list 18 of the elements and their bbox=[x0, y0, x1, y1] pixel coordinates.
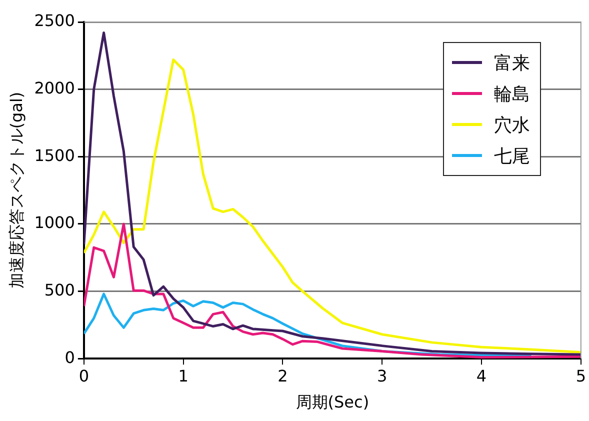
legend-label: 輪島 bbox=[494, 82, 530, 106]
x-tick-label: 3 bbox=[377, 366, 388, 386]
legend-label: 富来 bbox=[494, 52, 530, 74]
y-axis-title: 加速度応答スペクトル(gal) bbox=[6, 92, 26, 289]
legend-label: 穴水 bbox=[494, 114, 530, 136]
x-tick-label: 2 bbox=[278, 366, 288, 386]
y-tick-label: 2500 bbox=[34, 11, 75, 30]
legend-label: 七尾 bbox=[494, 144, 530, 168]
y-tick-label: 2000 bbox=[34, 78, 75, 98]
x-tick-label: 0 bbox=[78, 366, 90, 386]
y-tick-label: 1000 bbox=[34, 213, 75, 232]
x-tick-label: 5 bbox=[576, 366, 586, 386]
y-tick-label: 1500 bbox=[34, 146, 75, 165]
y-tick-label: 500 bbox=[44, 280, 75, 300]
x-axis-title: 周期(Sec) bbox=[296, 392, 370, 412]
x-tick-label: 4 bbox=[476, 366, 487, 386]
y-tick-label: 0 bbox=[64, 348, 75, 367]
x-tick-label: 1 bbox=[178, 366, 188, 386]
